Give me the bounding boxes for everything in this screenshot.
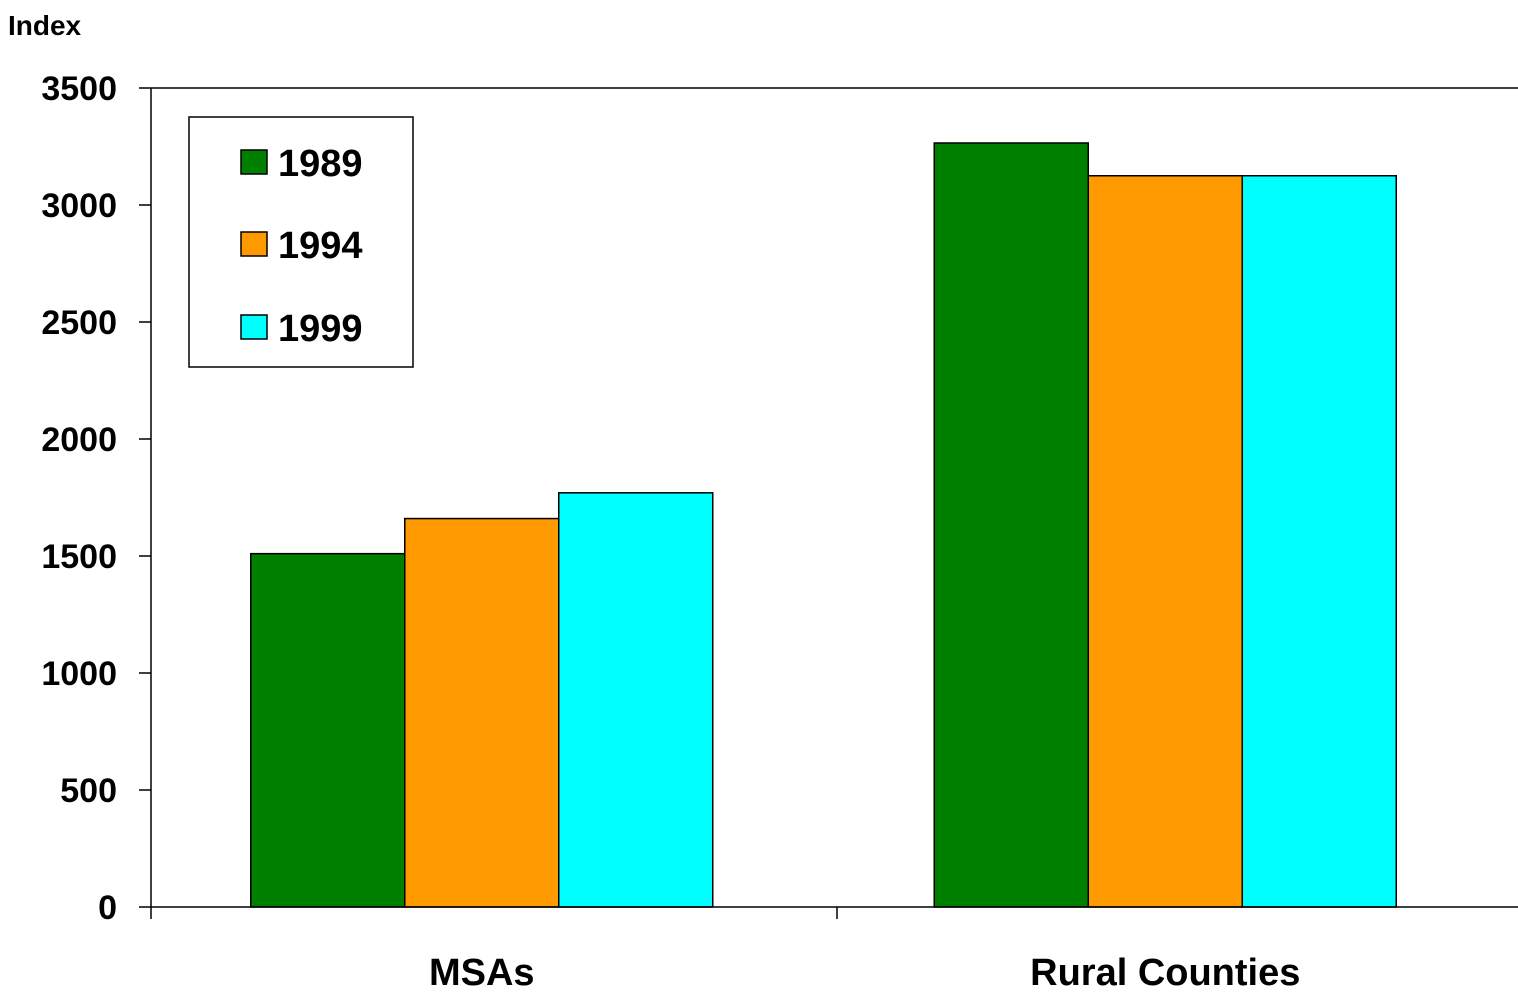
- bar-1989-rural-counties: [933, 142, 1089, 908]
- axes: [139, 87, 1518, 919]
- x-tick-label: Rural Counties: [1030, 952, 1300, 990]
- bar-1999-msas: [558, 492, 714, 908]
- y-tick-label: 2000: [41, 421, 117, 459]
- y-tick-label: 3500: [41, 70, 117, 108]
- legend: 1989 1994 1999: [188, 116, 414, 368]
- y-tick-label: 0: [98, 889, 117, 927]
- y-tick-labels: 0 500 1000 1500 2000 2500 3000 3500: [41, 70, 117, 927]
- bar-1989-msas: [250, 552, 406, 908]
- y-tick-label: 1500: [41, 538, 117, 576]
- y-tick-label: 3000: [41, 187, 117, 225]
- legend-label-1999: 1999: [278, 308, 363, 350]
- y-axis-label: Index: [8, 10, 82, 41]
- legend-swatch-1999: [240, 314, 268, 340]
- bar-1994-rural-counties: [1087, 175, 1243, 908]
- x-tick-labels: MSAs Rural Counties: [429, 952, 1300, 994]
- y-tick-label: 1000: [41, 655, 117, 693]
- legend-label-1989: 1989: [278, 143, 363, 185]
- legend-label-1994: 1994: [278, 225, 363, 267]
- x-tick-label: MSAs: [429, 952, 535, 990]
- bar-1994-msas: [404, 517, 560, 908]
- y-tick-label: 2500: [41, 304, 117, 342]
- bars: [250, 142, 1397, 908]
- bar-1999-rural-counties: [1241, 175, 1397, 908]
- legend-box: [188, 116, 414, 368]
- y-tick-label: 500: [60, 772, 117, 810]
- legend-swatch-1989: [240, 149, 268, 175]
- legend-swatch-1994: [240, 231, 268, 257]
